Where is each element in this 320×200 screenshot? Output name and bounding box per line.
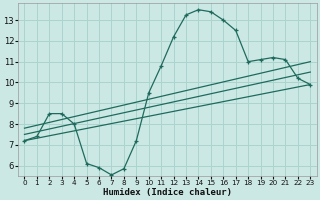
X-axis label: Humidex (Indice chaleur): Humidex (Indice chaleur) <box>103 188 232 197</box>
